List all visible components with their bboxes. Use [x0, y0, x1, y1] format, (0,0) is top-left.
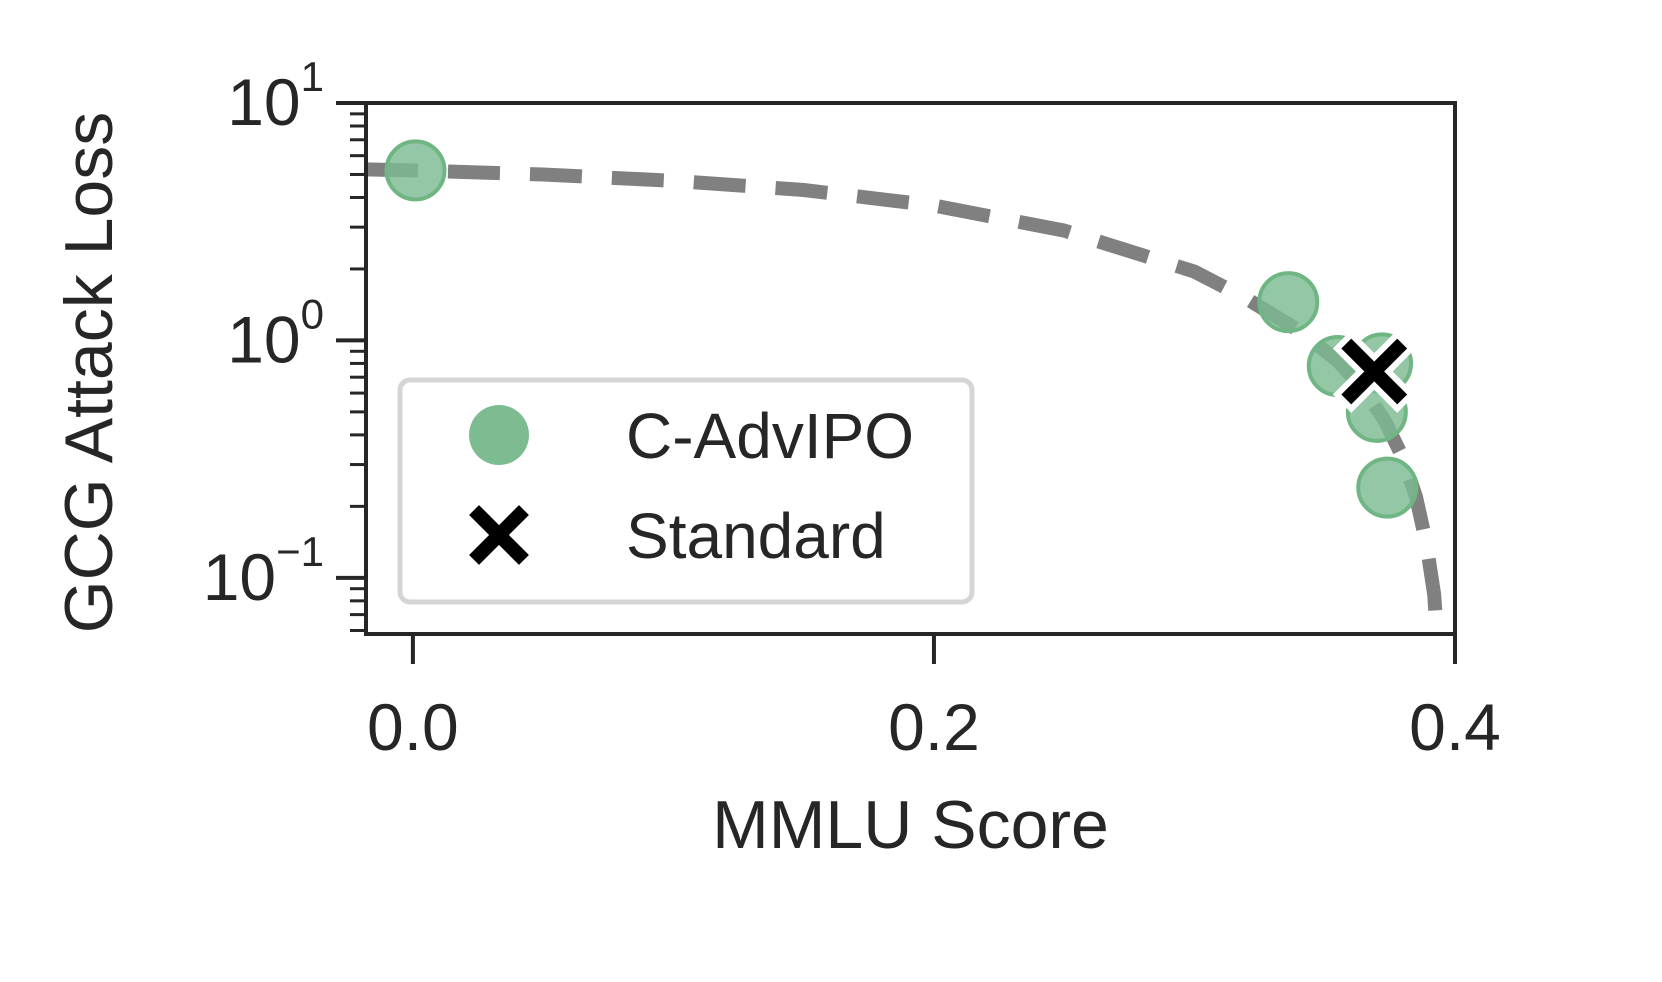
y-tick-exponent: −1 — [276, 528, 324, 575]
y-tick-label: 10−1 — [203, 528, 324, 614]
y-axis-label: GCG Attack Loss — [51, 112, 127, 634]
x-axis-label: MMLU Score — [712, 787, 1109, 863]
c-advipo-point — [1257, 271, 1320, 334]
x-tick-label: 0.4 — [1409, 690, 1501, 764]
y-tick-base: 10 — [227, 65, 300, 139]
y-tick-label: 101 — [227, 53, 324, 139]
plot-frame — [364, 101, 1457, 636]
y-tick-exponent: 1 — [301, 53, 324, 100]
y-tick-base: 10 — [227, 302, 300, 376]
standard-point — [1341, 338, 1408, 405]
c-advipo-point — [384, 139, 447, 202]
legend-box — [397, 377, 975, 605]
y-tick-label: 100 — [227, 290, 324, 376]
y-tick-base: 10 — [203, 540, 276, 614]
legend-label-standard: Standard — [626, 500, 886, 572]
y-tick-exponent: 0 — [301, 290, 324, 337]
x-tick-label: 0.0 — [367, 690, 459, 764]
c-advipo-point — [1356, 456, 1419, 519]
legend-label-c-advipo: C-AdvIPO — [626, 400, 914, 472]
legend-marker-c-advipo — [469, 405, 529, 465]
plot-area — [366, 139, 1444, 634]
x-tick-label: 0.2 — [888, 690, 980, 764]
legend-marker-standard — [469, 505, 529, 565]
